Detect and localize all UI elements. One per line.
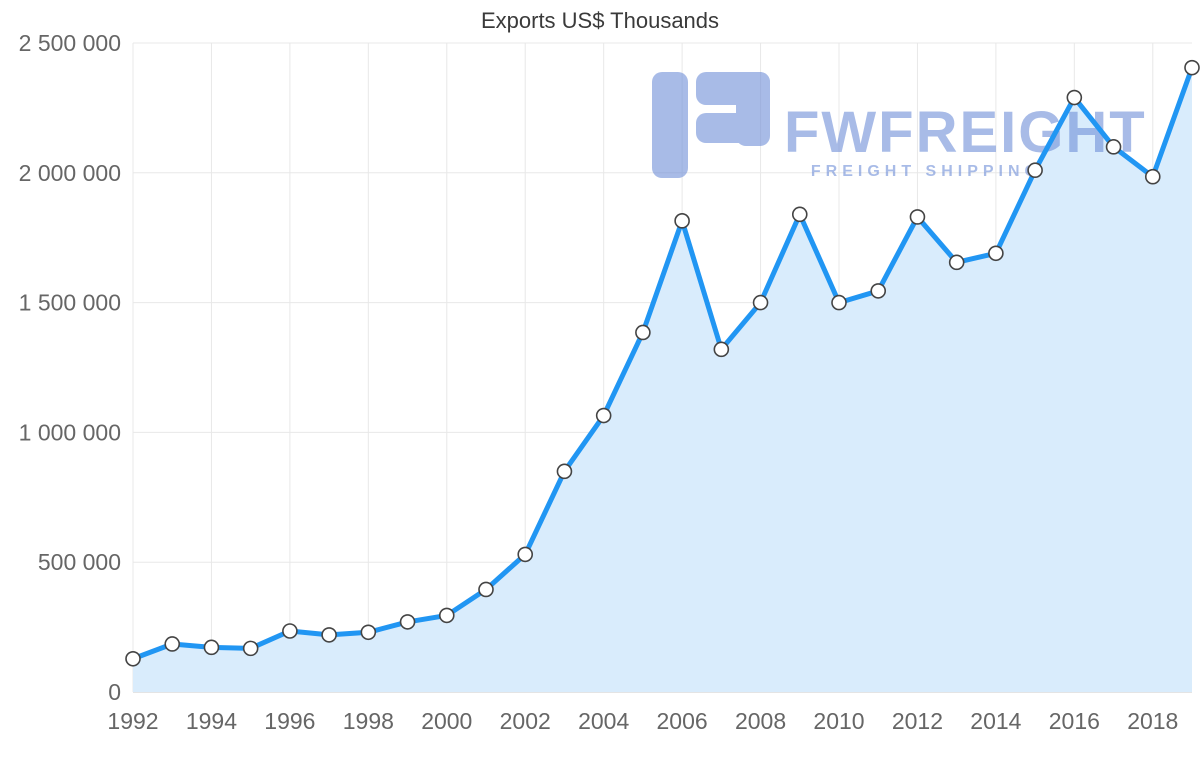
series-markers-group [125,59,1200,667]
axis-labels: 0 500 000 1 000 000 1 500 000 2 000 000 2 500… [19,30,1179,734]
data-point-marker[interactable] [595,407,612,424]
watermark-brand-text: FWFREIGHT [784,100,1147,165]
data-point-marker[interactable] [1066,89,1083,106]
chart-title: Exports US$ Thousands [480,8,720,33]
x-axis-tick-label: 2002 [500,708,551,734]
x-axis-tick-label: 2012 [892,708,943,734]
data-point-marker[interactable] [1184,59,1200,76]
data-point-marker[interactable] [282,623,298,639]
x-axis-tick-label: 2008 [735,708,786,734]
data-point-marker[interactable] [399,614,416,630]
y-axis-tick-label: 0 [108,679,121,705]
data-point-marker[interactable] [1105,139,1122,155]
series-area-group [133,67,1192,693]
x-axis-tick-label: 2016 [1049,708,1100,734]
data-point-marker[interactable] [635,324,651,341]
data-point-marker[interactable] [203,639,220,656]
x-axis-tick-label: 1998 [343,708,394,734]
x-axis-tick-label: 1996 [264,708,315,734]
y-axis-tick-label: 2 000 000 [19,160,121,186]
data-point-marker[interactable] [321,627,337,643]
x-axis-tick-label: 2018 [1127,708,1178,734]
data-point-marker[interactable] [438,607,455,624]
data-point-marker[interactable] [831,294,847,311]
data-point-marker[interactable] [556,463,573,480]
data-point-marker[interactable] [478,581,494,598]
data-point-marker[interactable] [948,254,965,271]
watermark: FWFREIGHT FREIGHT SHIPPING [652,72,1147,180]
y-axis-tick-label: 1 500 000 [19,290,121,316]
x-axis-tick-label: 2006 [657,708,708,734]
x-axis-tick-label: 2014 [970,708,1021,734]
data-point-marker[interactable] [1144,168,1161,185]
watermark-tagline-text: FREIGHT SHIPPING [811,163,1042,180]
x-axis-tick-label: 2004 [578,708,629,734]
data-point-marker[interactable] [674,213,690,229]
data-point-marker[interactable] [713,341,730,358]
series-line [130,65,1195,662]
x-axis-tick-label: 2010 [813,708,864,734]
data-point-marker[interactable] [752,294,769,311]
data-point-marker[interactable] [360,624,377,641]
data-point-marker[interactable] [909,209,926,225]
brand-logo-icon [652,72,770,178]
data-point-marker[interactable] [1027,162,1043,179]
y-axis-tick-label: 1 000 000 [19,419,121,445]
y-axis-tick-label: 500 000 [38,549,121,575]
series-area [133,67,1192,693]
x-axis-tick-label: 1994 [186,708,237,734]
series-line-group [130,65,1195,662]
data-point-marker[interactable] [988,245,1004,262]
data-point-marker[interactable] [164,636,181,652]
x-axis-tick-label: 2000 [421,708,472,734]
data-point-marker[interactable] [125,650,141,667]
data-point-marker[interactable] [517,546,534,563]
y-axis-tick-label: 2 500 000 [19,30,121,56]
data-point-marker[interactable] [791,206,808,223]
x-axis-tick-label: 1992 [107,708,158,734]
data-point-marker[interactable] [870,283,887,299]
data-point-marker[interactable] [242,640,259,657]
